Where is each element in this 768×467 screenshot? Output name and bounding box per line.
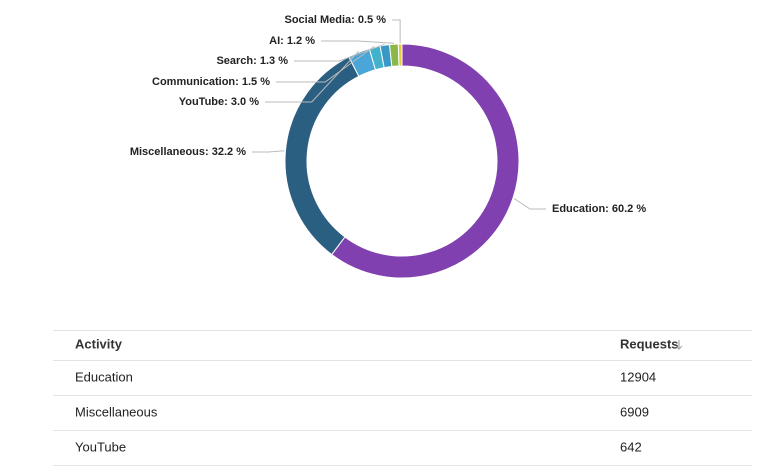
label-value: : 3.0 % — [224, 96, 259, 108]
label-value: : 32.2 % — [205, 146, 246, 158]
data-label: Social Media: 0.5 % — [285, 14, 387, 26]
cell-text: Education — [75, 369, 133, 384]
data-label: Search: 1.3 % — [216, 55, 288, 67]
data-label: Communication: 1.5 % — [152, 76, 270, 88]
label-category: YouTube — [179, 96, 224, 108]
label-category: Social Media — [285, 14, 353, 26]
donut-slice — [397, 43, 403, 67]
leader-line — [252, 150, 285, 153]
cell-text: YouTube — [75, 439, 126, 454]
leader-line — [513, 197, 546, 210]
data-label: YouTube: 3.0 % — [179, 96, 259, 108]
label-category: AI — [269, 35, 280, 47]
label-category: Search — [216, 55, 253, 67]
data-label: AI: 1.2 % — [269, 35, 315, 47]
cell-number: 642 — [620, 439, 642, 454]
label-value: : 0.5 % — [351, 14, 386, 26]
label-value: : 60.2 % — [605, 203, 646, 215]
column-header[interactable]: Requests — [620, 336, 679, 351]
leader-line — [265, 50, 359, 103]
leader-line — [294, 43, 385, 62]
cell-number: 6909 — [620, 404, 649, 419]
label-value: : 1.2 % — [280, 35, 315, 47]
sort-icon[interactable] — [675, 340, 683, 350]
cell-text: Miscellaneous — [75, 404, 158, 419]
cell-number: 12904 — [620, 369, 656, 384]
donut-slice — [330, 43, 520, 279]
label-value: : 1.5 % — [235, 76, 270, 88]
column-header[interactable]: Activity — [75, 336, 123, 351]
leader-line — [321, 40, 394, 44]
donut-slice — [284, 56, 360, 256]
label-category: Miscellaneous — [130, 146, 205, 158]
data-label: Education: 60.2 % — [552, 203, 646, 215]
label-category: Education — [552, 203, 605, 215]
data-label: Miscellaneous: 32.2 % — [130, 146, 246, 158]
label-value: : 1.3 % — [253, 55, 288, 67]
leader-line — [276, 45, 375, 83]
label-category: Communication — [152, 76, 235, 88]
leader-line — [392, 19, 401, 44]
